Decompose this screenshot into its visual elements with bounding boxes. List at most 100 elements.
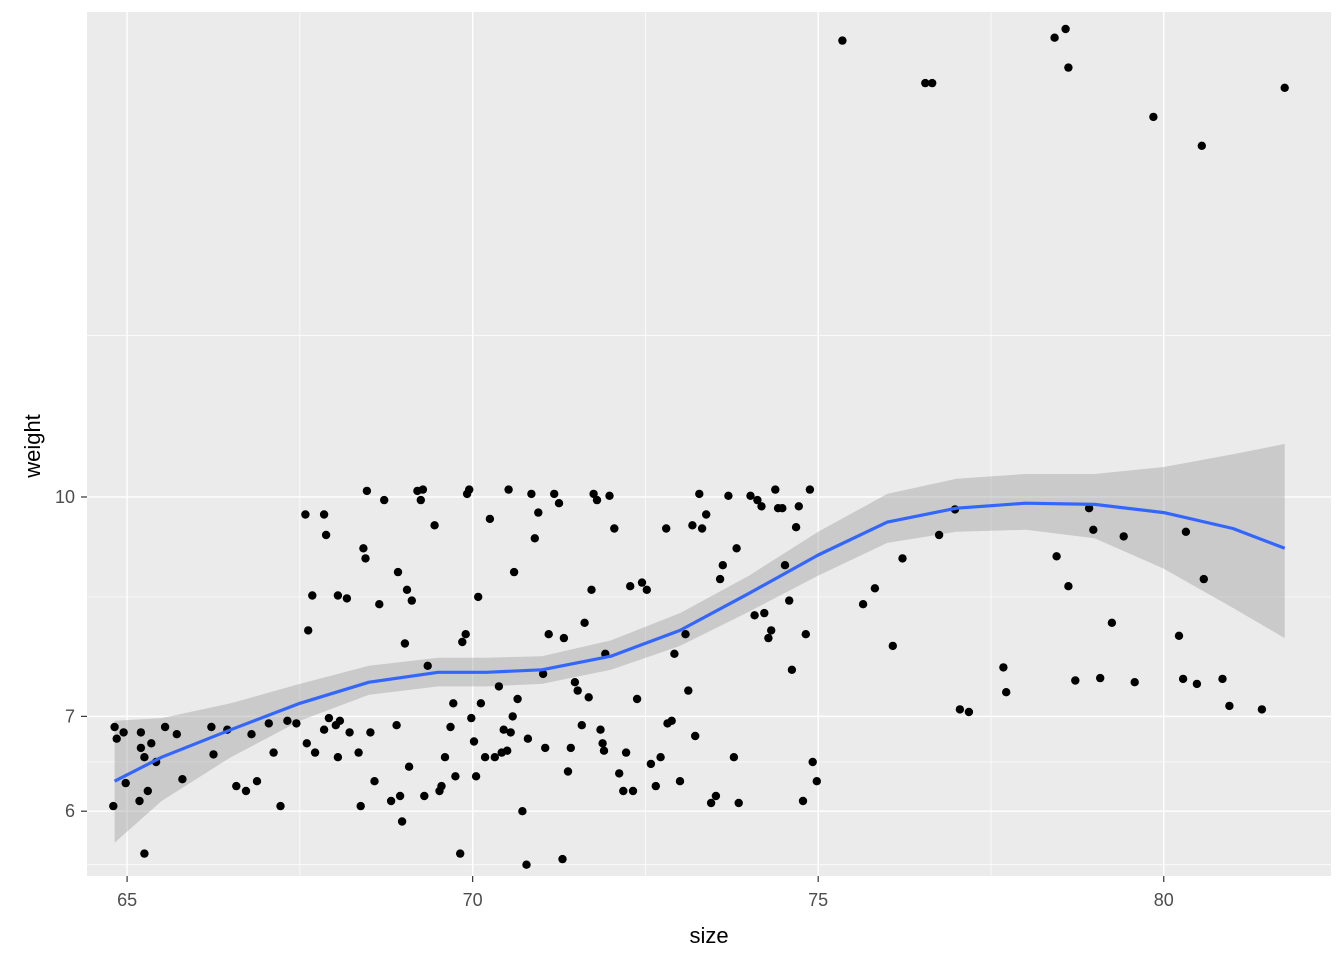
data-point — [283, 716, 292, 725]
minor-gridlines — [87, 12, 1331, 876]
data-point — [544, 630, 553, 639]
x-tick-label: 70 — [463, 890, 483, 910]
data-point — [160, 722, 170, 732]
data-point — [662, 524, 671, 533]
data-point — [451, 772, 460, 781]
data-point — [335, 716, 345, 725]
data-point — [178, 775, 187, 784]
data-point — [534, 508, 543, 517]
data-point — [632, 694, 642, 704]
data-point — [596, 725, 605, 734]
data-point — [999, 663, 1008, 672]
y-axis-ticks: 6 7 10 — [55, 487, 87, 821]
data-point — [1192, 679, 1202, 689]
data-point — [554, 499, 564, 508]
y-tick-label: 7 — [65, 706, 75, 726]
data-point — [628, 786, 638, 796]
data-point — [646, 759, 656, 769]
data-point — [605, 491, 614, 500]
data-point — [508, 712, 517, 721]
data-point — [232, 781, 241, 791]
data-point — [446, 722, 455, 732]
data-point — [402, 585, 412, 594]
data-point — [801, 630, 810, 639]
data-point — [110, 722, 119, 732]
data-point — [1149, 112, 1158, 122]
x-tick-label: 65 — [117, 890, 137, 910]
data-point — [386, 796, 396, 806]
data-point — [301, 510, 310, 519]
data-point — [573, 686, 582, 695]
data-point — [870, 584, 880, 593]
data-point — [1181, 527, 1191, 536]
data-point — [1119, 532, 1128, 541]
data-point — [921, 78, 930, 88]
x-axis-ticks: 65 70 75 80 — [117, 876, 1174, 910]
data-point — [791, 523, 801, 532]
data-point — [626, 582, 635, 591]
data-point — [812, 777, 821, 786]
data-point — [440, 753, 450, 762]
data-point — [934, 530, 944, 540]
data-point — [1050, 33, 1059, 42]
data-point — [764, 633, 773, 643]
data-point — [308, 591, 317, 600]
data-point — [509, 567, 519, 577]
data-point — [423, 661, 432, 670]
data-point — [651, 781, 660, 791]
data-point — [787, 665, 797, 674]
data-point — [681, 630, 690, 639]
data-point — [798, 796, 808, 806]
data-point — [691, 731, 700, 741]
data-point — [1225, 701, 1234, 711]
data-point — [527, 489, 536, 499]
data-point — [140, 753, 149, 762]
data-point — [319, 725, 329, 734]
data-point — [724, 491, 733, 500]
data-point — [143, 786, 152, 796]
y-tick-label: 10 — [55, 487, 75, 507]
data-point — [928, 78, 937, 88]
x-tick-label: 80 — [1154, 890, 1174, 910]
data-point — [1199, 574, 1209, 584]
data-point — [599, 746, 609, 755]
data-point — [400, 639, 410, 648]
data-point — [121, 778, 130, 788]
data-point — [310, 748, 320, 757]
data-point — [140, 849, 149, 858]
data-point — [711, 791, 721, 801]
data-point — [1061, 24, 1070, 34]
data-point — [506, 728, 515, 737]
data-point — [667, 716, 676, 725]
data-point — [241, 786, 251, 796]
data-point — [356, 801, 365, 811]
data-point — [1130, 678, 1139, 687]
data-point — [587, 585, 596, 594]
data-point — [729, 753, 739, 762]
data-point — [375, 600, 384, 609]
y-axis-title: weight — [20, 414, 45, 479]
data-point — [458, 637, 467, 647]
data-point — [1257, 705, 1267, 714]
data-point — [136, 728, 146, 737]
data-point — [898, 554, 907, 563]
data-point — [416, 495, 425, 505]
data-point — [407, 596, 416, 605]
data-point — [619, 786, 628, 796]
panel-background — [87, 12, 1331, 876]
data-point — [465, 485, 474, 494]
data-point — [538, 669, 548, 679]
data-point — [1280, 83, 1289, 93]
data-point — [135, 796, 144, 806]
data-point — [366, 728, 375, 737]
data-point — [485, 514, 495, 524]
data-point — [550, 489, 559, 499]
data-point — [589, 489, 598, 499]
data-point — [503, 746, 512, 755]
data-point — [490, 753, 499, 762]
data-point — [302, 739, 311, 748]
data-point — [771, 485, 780, 494]
data-point — [354, 748, 363, 757]
data-point — [276, 801, 285, 811]
